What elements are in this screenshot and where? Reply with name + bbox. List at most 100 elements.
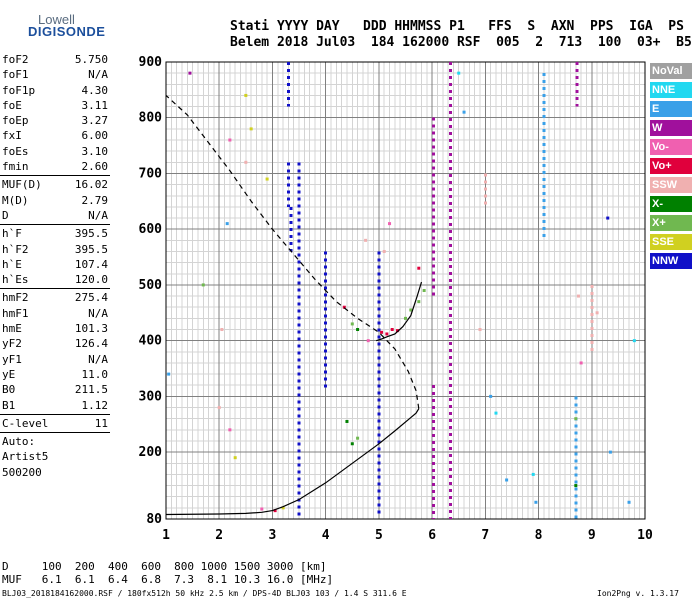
x-tick-label: 8: [535, 528, 543, 543]
trace-line: [165, 408, 420, 516]
param-row-clevel: C-level 11: [0, 416, 110, 431]
echo-point: [345, 419, 349, 423]
param-value: N/A: [88, 306, 108, 320]
param-row: fmin 2.60: [0, 159, 110, 174]
echo-point: [574, 484, 578, 488]
auto-label: Auto:: [2, 435, 36, 449]
param-value: 11: [94, 416, 108, 430]
param-value: 2.79: [81, 193, 109, 207]
param-row: yF1 N/A: [0, 352, 110, 367]
param-value: 4.30: [81, 83, 109, 97]
param-value: 120.0: [74, 273, 108, 287]
echo-point: [576, 294, 580, 298]
y-tick-label: 200: [139, 445, 163, 460]
param-value: N/A: [88, 208, 108, 222]
echo-point: [422, 289, 426, 292]
param-separator: [0, 175, 110, 177]
echo-point: [409, 308, 413, 312]
echo-point: [385, 332, 389, 336]
echo-point: [167, 372, 171, 376]
x-tick-label: 5: [375, 528, 383, 543]
param-row: hmF2 275.4: [0, 290, 110, 305]
param-row: fxI 6.00: [0, 128, 110, 143]
y-tick-label: 400: [139, 334, 163, 349]
echo-point: [627, 500, 631, 504]
legend-item: X-: [650, 196, 692, 212]
echo-point: [225, 222, 229, 226]
x-tick-label: 10: [637, 528, 653, 543]
x-tick-label: 4: [322, 528, 330, 543]
plot-frame: [165, 61, 646, 520]
echo-point: [217, 406, 221, 410]
footer-version: Ion2Png v. 1.3.17: [597, 589, 679, 598]
echo-point: [273, 509, 277, 513]
param-name: fmin: [2, 160, 29, 174]
param-name: foF2: [2, 53, 29, 66]
echo-point: [396, 329, 400, 333]
echo-point: [494, 411, 498, 415]
param-row: M(D) 2.79: [0, 193, 110, 208]
param-row: foF1p 4.30: [0, 83, 110, 98]
auto-version: 500200: [2, 465, 42, 479]
param-row: hmF1 N/A: [0, 306, 110, 321]
param-name: D: [2, 208, 9, 222]
param-row: foEs 3.10: [0, 144, 110, 159]
param-name: h`E: [2, 257, 22, 271]
echo-point: [632, 339, 636, 343]
param-separator: [0, 288, 110, 290]
echo-point: [265, 177, 269, 181]
param-row: foEp 3.27: [0, 113, 110, 128]
param-row: B0 211.5: [0, 382, 110, 397]
legend-item: X+: [650, 215, 692, 231]
x-tick-label: 3: [269, 528, 277, 543]
echo-point: [356, 436, 360, 440]
param-value: 2.60: [81, 160, 109, 174]
echo-point: [342, 305, 346, 309]
param-row: foF2 5.750: [0, 52, 110, 67]
echo-point: [244, 160, 248, 164]
profile-line-dashed: [165, 94, 420, 409]
param-name: fxI: [2, 129, 22, 143]
echo-point: [244, 93, 248, 97]
echo-point: [281, 506, 285, 510]
param-row: MUF(D) 16.02: [0, 177, 110, 192]
echo-point: [417, 300, 421, 304]
y-tick-label: 700: [139, 166, 163, 181]
param-value: 211.5: [74, 383, 108, 397]
legend-item: NNE: [650, 82, 692, 98]
echo-point: [388, 222, 392, 226]
echo-point: [457, 71, 461, 75]
legend: NoVal NNE E W Vo- Vo+ SSW X- X+ SSE NNW: [650, 63, 692, 272]
echo-point: [404, 316, 407, 320]
param-name: foEp: [2, 114, 29, 128]
param-row: yE 11.0: [0, 367, 110, 382]
param-value: 107.4: [74, 257, 108, 271]
echo-point: [579, 361, 583, 365]
echo-point: [220, 328, 224, 332]
param-name: MUF(D): [2, 178, 42, 192]
echo-point: [249, 127, 253, 131]
echo-point: [228, 428, 232, 432]
param-row: yF2 126.4: [0, 336, 110, 351]
y-tick-label: 80: [146, 512, 162, 527]
param-row: h`F 395.5: [0, 226, 110, 241]
param-value: 3.27: [81, 114, 109, 128]
param-name: yF1: [2, 352, 22, 366]
echo-point: [382, 249, 386, 253]
param-name: foE: [2, 98, 22, 112]
param-name: h`F2: [2, 242, 29, 256]
echo-point: [574, 417, 578, 421]
param-name: yE: [2, 367, 16, 381]
echo-point: [478, 328, 482, 332]
x-tick-label: 2: [215, 528, 223, 543]
param-row: D N/A: [0, 208, 110, 223]
y-tick-label: 500: [139, 278, 163, 293]
param-value: 6.00: [81, 129, 109, 143]
param-row: h`F2 395.5: [0, 242, 110, 257]
echo-point: [364, 238, 368, 242]
echo-point: [188, 71, 192, 75]
footer-muf-row: MUF 6.1 6.1 6.4 6.8 7.3 8.1 10.3 16.0 [M…: [2, 573, 334, 586]
param-value: 3.11: [81, 98, 109, 112]
trace-line: [376, 281, 423, 342]
